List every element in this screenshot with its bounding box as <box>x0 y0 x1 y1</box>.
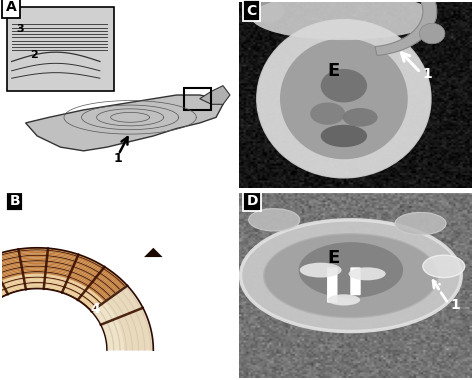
Polygon shape <box>0 267 132 350</box>
Polygon shape <box>0 260 139 350</box>
Text: 1: 1 <box>114 152 123 165</box>
Polygon shape <box>0 269 128 350</box>
Polygon shape <box>0 282 115 350</box>
Ellipse shape <box>257 20 431 178</box>
Polygon shape <box>0 287 109 350</box>
FancyBboxPatch shape <box>350 267 361 295</box>
Ellipse shape <box>300 263 342 277</box>
Polygon shape <box>0 253 147 350</box>
Polygon shape <box>0 280 116 350</box>
Polygon shape <box>0 278 119 350</box>
Ellipse shape <box>310 103 345 125</box>
Ellipse shape <box>299 242 403 298</box>
Polygon shape <box>135 239 172 263</box>
Ellipse shape <box>280 38 408 159</box>
Ellipse shape <box>343 108 378 127</box>
Polygon shape <box>0 274 124 350</box>
Polygon shape <box>0 255 146 350</box>
Polygon shape <box>0 279 118 350</box>
Text: E: E <box>328 62 340 81</box>
Polygon shape <box>26 95 223 151</box>
Polygon shape <box>0 276 121 350</box>
Text: 2: 2 <box>30 50 38 60</box>
Polygon shape <box>0 257 143 350</box>
Polygon shape <box>0 286 110 350</box>
Polygon shape <box>0 271 127 350</box>
Text: D: D <box>246 194 258 208</box>
Polygon shape <box>0 266 133 350</box>
Polygon shape <box>0 259 141 350</box>
Polygon shape <box>0 249 152 350</box>
Bar <box>7 8 114 91</box>
Polygon shape <box>144 248 163 257</box>
Polygon shape <box>0 272 126 350</box>
Ellipse shape <box>251 0 437 40</box>
Ellipse shape <box>250 0 285 22</box>
Text: E: E <box>328 249 340 267</box>
Polygon shape <box>0 275 122 350</box>
Ellipse shape <box>328 294 360 306</box>
Ellipse shape <box>240 220 461 331</box>
Ellipse shape <box>249 209 300 231</box>
Text: 1: 1 <box>451 298 460 312</box>
FancyBboxPatch shape <box>327 267 337 303</box>
Text: 4: 4 <box>91 302 100 316</box>
Polygon shape <box>0 252 149 350</box>
Ellipse shape <box>423 255 465 277</box>
Text: 3: 3 <box>16 24 24 34</box>
Polygon shape <box>0 263 137 350</box>
Ellipse shape <box>320 125 367 147</box>
Circle shape <box>419 23 445 44</box>
Polygon shape <box>0 268 130 350</box>
Polygon shape <box>0 261 138 350</box>
Text: A: A <box>6 0 17 14</box>
Polygon shape <box>200 86 230 104</box>
Polygon shape <box>0 250 150 350</box>
Polygon shape <box>0 285 111 350</box>
Ellipse shape <box>264 234 438 318</box>
Ellipse shape <box>320 69 367 103</box>
Text: 1: 1 <box>423 67 433 81</box>
Bar <box>183 87 211 110</box>
Polygon shape <box>0 256 144 350</box>
Polygon shape <box>91 285 153 350</box>
Polygon shape <box>375 0 437 55</box>
Polygon shape <box>0 264 135 350</box>
Ellipse shape <box>348 267 386 280</box>
Ellipse shape <box>395 212 446 235</box>
Polygon shape <box>0 248 153 350</box>
Polygon shape <box>0 283 113 350</box>
Text: B: B <box>9 194 20 208</box>
Text: C: C <box>246 4 256 18</box>
